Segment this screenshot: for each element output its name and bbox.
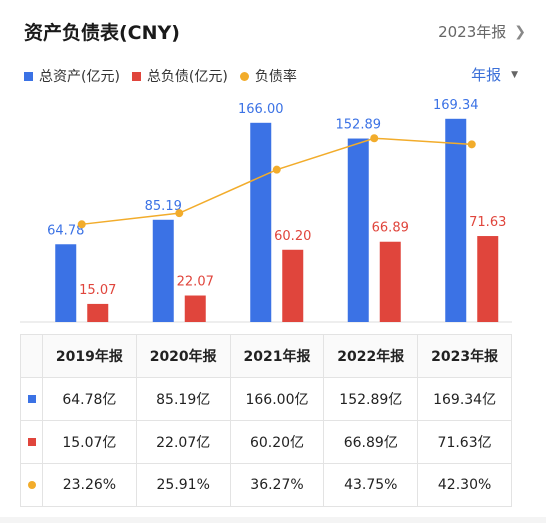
data-label-assets: 152.89 bbox=[336, 118, 382, 133]
table-cell: 60.20亿 bbox=[229, 420, 325, 464]
period-link[interactable]: 2023年报 ❯ bbox=[438, 21, 526, 42]
table-cell: 15.07亿 bbox=[42, 420, 137, 464]
legend-swatch-liabilities bbox=[131, 71, 141, 81]
legend-label-ratio: 负债率 bbox=[254, 69, 297, 85]
table-row-assets: 64.78亿 85.19亿 166.00亿 152.89亿 169.34亿 bbox=[20, 377, 512, 421]
table-cell: 23.26% bbox=[42, 463, 137, 507]
table-header-row: 2019年报 2020年报 2021年报 2022年报 2023年报 bbox=[20, 334, 512, 378]
table-cell: 42.30% bbox=[417, 463, 512, 507]
table-row-liabilities: 15.07亿 22.07亿 60.20亿 66.89亿 71.63亿 bbox=[20, 420, 512, 464]
page-title: 资产负债表(CNY) bbox=[24, 22, 180, 44]
bar-assets bbox=[250, 122, 272, 322]
legend-label-liabilities: 总负债(亿元) bbox=[146, 69, 228, 85]
bar-liabilities bbox=[87, 303, 109, 322]
ratio-point bbox=[467, 140, 476, 149]
table-cell: 22.07亿 bbox=[135, 420, 231, 464]
row-marker-liabilities bbox=[27, 438, 36, 446]
table-cell: 36.27% bbox=[229, 463, 325, 507]
ratio-point bbox=[77, 220, 86, 229]
legend-swatch-assets bbox=[24, 71, 33, 81]
table-corner-cell bbox=[20, 334, 43, 378]
table-header-cell: 2019年报 bbox=[42, 334, 137, 378]
row-marker-ratio bbox=[27, 481, 36, 489]
ratio-point bbox=[272, 165, 281, 174]
bar-liabilities bbox=[184, 295, 206, 322]
row-marker-cell bbox=[20, 420, 43, 464]
data-label-liabilities: 60.20 bbox=[274, 229, 311, 244]
data-label-assets: 64.78 bbox=[47, 223, 84, 238]
frequency-select[interactable]: 年报 ▼ bbox=[471, 64, 518, 85]
data-table: 2019年报 2020年报 2021年报 2022年报 2023年报 64.78… bbox=[20, 334, 512, 507]
chart-legend: 总资产(亿元) 总负债(亿元) 负债率 bbox=[24, 66, 309, 86]
bar-liabilities bbox=[282, 249, 304, 322]
legend-item-liabilities[interactable]: 总负债(亿元) bbox=[131, 66, 228, 86]
table-header-cell: 2020年报 bbox=[135, 334, 231, 378]
legend-item-ratio[interactable]: 负债率 bbox=[239, 66, 297, 86]
table-cell: 152.89亿 bbox=[323, 377, 419, 421]
data-label-assets: 166.00 bbox=[238, 102, 284, 117]
table-cell: 71.63亿 bbox=[417, 420, 512, 464]
frequency-select-value: 年报 bbox=[471, 66, 502, 84]
data-label-liabilities: 66.89 bbox=[372, 221, 409, 236]
bar-assets bbox=[347, 138, 369, 322]
table-cell: 43.75% bbox=[323, 463, 419, 507]
chevron-right-icon: ❯ bbox=[514, 23, 526, 40]
legend-item-assets[interactable]: 总资产(亿元) bbox=[24, 66, 120, 86]
period-link-label: 2023年报 bbox=[438, 23, 507, 41]
bar-assets bbox=[445, 118, 467, 323]
ratio-line bbox=[81, 137, 472, 226]
row-marker-cell bbox=[20, 377, 43, 421]
data-label-liabilities: 22.07 bbox=[177, 275, 214, 290]
bar-liabilities bbox=[477, 236, 499, 322]
row-marker-cell bbox=[20, 463, 43, 507]
table-cell: 66.89亿 bbox=[323, 420, 419, 464]
caret-down-icon: ▼ bbox=[511, 69, 518, 80]
data-label-assets: 85.19 bbox=[145, 199, 182, 214]
table-cell: 166.00亿 bbox=[229, 377, 325, 421]
table-cell: 64.78亿 bbox=[42, 377, 137, 421]
row-marker-assets bbox=[27, 395, 36, 403]
table-header-cell: 2022年报 bbox=[323, 334, 419, 378]
header: 资产负债表(CNY) 2023年报 ❯ bbox=[24, 18, 526, 48]
bar-assets bbox=[55, 244, 77, 322]
bar-assets bbox=[152, 219, 174, 322]
ratio-point bbox=[175, 209, 184, 218]
table-header-cell: 2023年报 bbox=[417, 334, 512, 378]
balance-sheet-chart: 64.78 15.07 85.19 22.07 166.00 60.20 152.89 66.… bbox=[20, 98, 512, 323]
data-label-assets: 169.34 bbox=[433, 98, 479, 113]
legend-label-assets: 总资产(亿元) bbox=[39, 69, 120, 85]
footer-strip bbox=[0, 517, 546, 523]
ratio-point bbox=[370, 134, 379, 143]
table-cell: 169.34亿 bbox=[417, 377, 512, 421]
table-row-ratio: 23.26% 25.91% 36.27% 43.75% 42.30% bbox=[20, 463, 512, 507]
table-cell: 85.19亿 bbox=[135, 377, 231, 421]
legend-swatch-ratio bbox=[239, 71, 249, 81]
data-label-liabilities: 71.63 bbox=[469, 215, 506, 230]
table-header-cell: 2021年报 bbox=[229, 334, 325, 378]
data-label-liabilities: 15.07 bbox=[79, 283, 116, 298]
bar-liabilities bbox=[379, 241, 401, 322]
table-cell: 25.91% bbox=[135, 463, 231, 507]
